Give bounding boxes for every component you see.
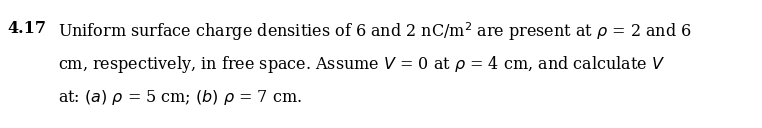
Text: at: $(a)$ $\rho$ = 5 cm; $(b)$ $\rho$ = 7 cm.: at: $(a)$ $\rho$ = 5 cm; $(b)$ $\rho$ = … xyxy=(58,88,302,107)
Text: cm, respectively, in free space. Assume $V$ = 0 at $\rho$ = 4 cm, and calculate : cm, respectively, in free space. Assume … xyxy=(58,54,665,75)
Text: 4.17: 4.17 xyxy=(7,20,46,37)
Text: Uniform surface charge densities of 6 and 2 nC/m$^{2}$ are present at $\rho$ = 2: Uniform surface charge densities of 6 an… xyxy=(58,20,692,43)
